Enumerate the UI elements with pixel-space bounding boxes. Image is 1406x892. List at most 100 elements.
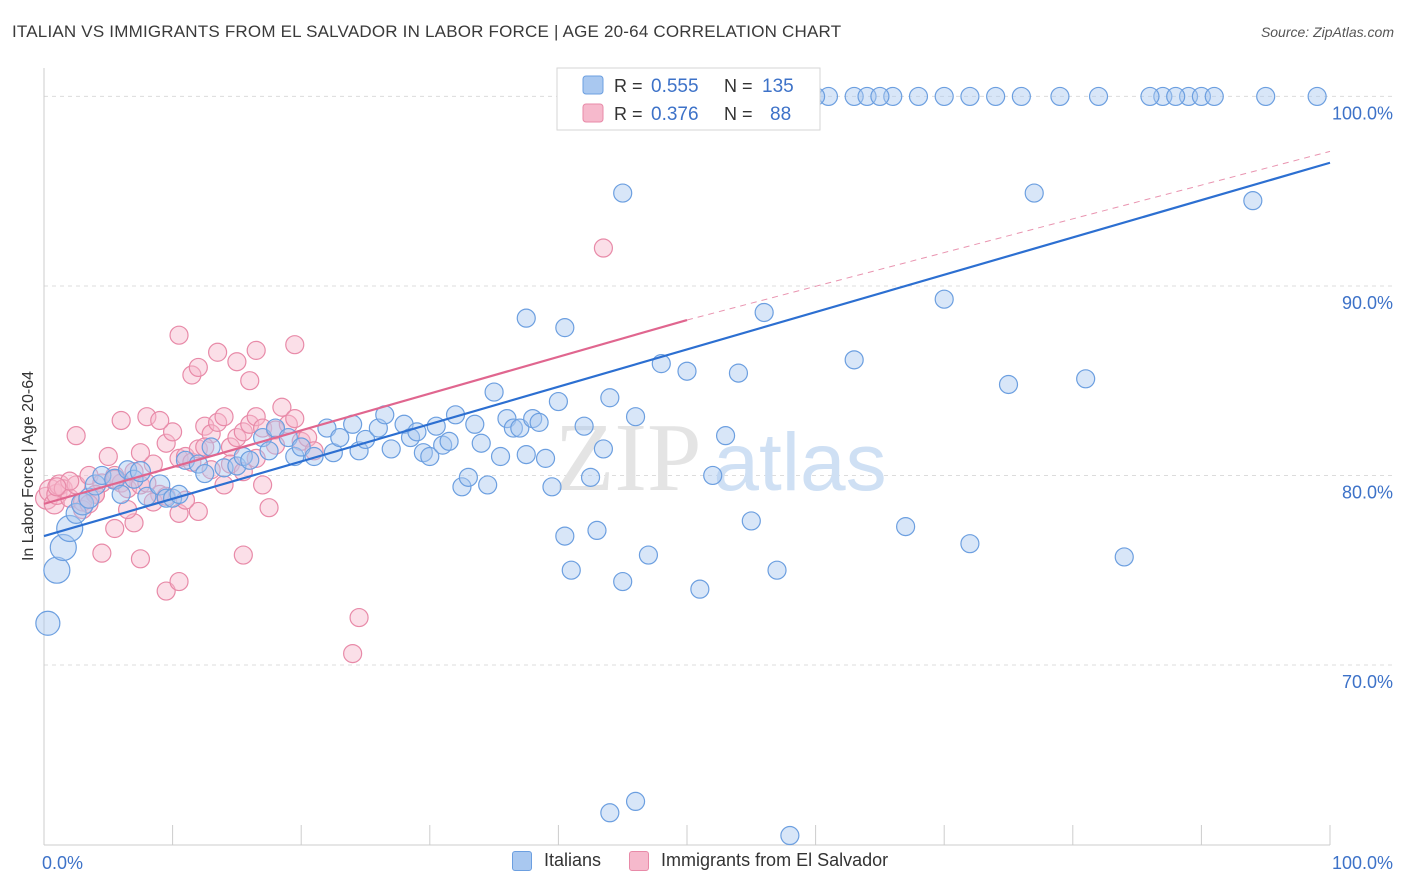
data-point xyxy=(471,433,491,453)
data-point xyxy=(130,549,151,569)
data-point xyxy=(715,426,736,446)
data-point xyxy=(741,511,761,531)
data-point xyxy=(908,86,929,107)
data-point xyxy=(285,408,305,429)
chart-title: ITALIAN VS IMMIGRANTS FROM EL SALVADOR I… xyxy=(12,22,842,41)
data-point xyxy=(304,446,324,467)
data-point xyxy=(227,352,247,372)
data-point xyxy=(497,408,517,429)
y-tick-labels: 70.0% 80.0% 90.0% 100.0% xyxy=(1332,103,1393,692)
data-point xyxy=(92,543,112,563)
trend-line-el-salvador-extension xyxy=(686,150,1331,321)
legend-swatch-el-salvador xyxy=(629,850,650,871)
data-point xyxy=(214,407,234,427)
data-point xyxy=(111,410,131,431)
data-point xyxy=(240,414,260,434)
data-point xyxy=(580,467,601,487)
data-point xyxy=(259,441,279,461)
data-point xyxy=(703,465,723,486)
legend-swatch-italians xyxy=(512,850,532,871)
watermark-atlas: atlas xyxy=(713,417,886,508)
legend-item-italians[interactable]: Italians xyxy=(512,850,601,871)
data-point xyxy=(47,477,67,497)
data-point xyxy=(535,448,556,468)
data-point xyxy=(1076,369,1096,389)
data-point xyxy=(137,407,157,427)
data-point xyxy=(343,643,363,664)
axes xyxy=(43,68,1331,846)
data-point xyxy=(960,86,980,107)
data-point xyxy=(195,416,215,436)
legend-swatch-pink xyxy=(582,103,604,123)
data-point xyxy=(1011,86,1031,107)
data-point xyxy=(208,342,228,362)
data-point xyxy=(111,484,131,505)
data-point xyxy=(555,526,575,546)
source-label: Source: ZipAtlas.com xyxy=(1260,24,1394,40)
data-point xyxy=(529,412,549,432)
data-point xyxy=(35,610,61,636)
legend-label-el-salvador: Immigrants from El Salvador xyxy=(661,850,889,870)
data-point xyxy=(452,477,472,497)
y-tick-label: 80.0% xyxy=(1342,482,1393,502)
legend-label-italians: Italians xyxy=(544,850,602,870)
data-point xyxy=(1114,547,1134,567)
data-point xyxy=(1243,191,1263,211)
data-point xyxy=(381,439,401,459)
data-point xyxy=(240,450,260,470)
data-point xyxy=(66,426,86,446)
data-point xyxy=(188,501,208,522)
data-point xyxy=(677,361,697,381)
data-point xyxy=(638,545,659,565)
data-point xyxy=(1204,86,1224,107)
data-point xyxy=(593,439,614,459)
data-point xyxy=(1166,86,1186,107)
data-point xyxy=(156,581,176,601)
y-tick-label: 70.0% xyxy=(1342,672,1393,692)
data-point xyxy=(130,443,151,463)
legend-r-label: R = xyxy=(614,104,643,124)
series-legend: Italians Immigrants from El Salvador xyxy=(512,850,916,871)
data-point xyxy=(156,433,176,453)
data-point xyxy=(240,371,260,391)
legend-item-el-salvador[interactable]: Immigrants from El Salvador xyxy=(629,850,888,871)
legend-n-value: 135 xyxy=(762,76,794,97)
legend-n-label: N = xyxy=(724,104,753,124)
data-point xyxy=(516,445,536,465)
data-point xyxy=(150,410,170,431)
data-point xyxy=(259,498,279,518)
data-point xyxy=(998,374,1019,395)
data-point xyxy=(587,520,607,541)
data-point xyxy=(43,556,71,584)
data-point xyxy=(844,350,864,370)
data-point xyxy=(986,86,1006,107)
data-point xyxy=(503,418,523,438)
data-point xyxy=(98,446,118,467)
legend-r-value: 0.555 xyxy=(651,76,699,97)
data-point xyxy=(754,302,774,323)
legend-r-value: 0.376 xyxy=(651,104,699,125)
x-tick-label-right: 100.0% xyxy=(1332,853,1393,873)
data-point xyxy=(510,418,530,438)
data-point xyxy=(613,571,633,592)
gridlines xyxy=(44,95,1392,666)
data-point xyxy=(169,325,189,345)
data-point xyxy=(625,407,646,427)
blue-points xyxy=(35,86,1327,846)
data-point xyxy=(960,534,980,554)
data-point xyxy=(188,357,208,378)
data-point xyxy=(349,607,369,628)
data-point xyxy=(285,335,305,355)
legend-n-label: N = xyxy=(724,76,753,96)
legend-r-label: R = xyxy=(614,76,643,96)
data-point xyxy=(330,427,350,448)
data-point xyxy=(1256,86,1276,107)
data-point xyxy=(780,825,800,846)
stats-legend: R = 0.555 N = 135 R = 0.376 N = 88 xyxy=(556,67,821,131)
y-tick-label: 100.0% xyxy=(1332,103,1393,123)
trend-line-italians xyxy=(43,161,1331,538)
data-point xyxy=(163,422,183,442)
data-point xyxy=(555,318,575,338)
y-axis-label: In Labor Force | Age 20-64 xyxy=(20,371,37,561)
